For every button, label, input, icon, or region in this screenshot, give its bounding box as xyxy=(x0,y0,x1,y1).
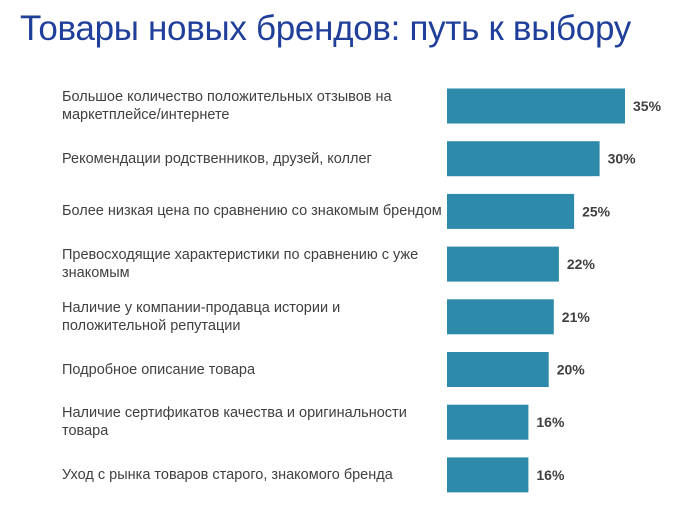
chart-title: Товары новых брендов: путь к выбору xyxy=(20,9,631,48)
category-label-6: Подробное описание товара xyxy=(62,361,256,378)
value-label-3: 25% xyxy=(582,203,611,219)
value-label-4: 22% xyxy=(567,256,596,272)
value-label-7: 16% xyxy=(536,414,565,430)
category-label-8: Уход с рынка товаров старого, знакомого … xyxy=(62,466,393,483)
bar-6 xyxy=(447,352,549,387)
bar-2 xyxy=(447,141,600,177)
category-label-2: Рекомендации родственников, друзей, колл… xyxy=(62,150,372,167)
category-label-3: Более низкая цена по сравнению со знаком… xyxy=(62,203,442,220)
bar-7 xyxy=(447,404,529,440)
bar-8 xyxy=(447,457,529,493)
value-label-8: 16% xyxy=(536,467,565,483)
value-label-1: 35% xyxy=(633,98,662,114)
category-label-4: Превосходящие характеристики по сравнени… xyxy=(62,247,419,282)
category-label-1: Большое количество положительных отзывов… xyxy=(62,89,392,123)
bar-4 xyxy=(447,246,559,282)
category-label-7: Наличие сертификатов качества и оригинал… xyxy=(62,405,407,440)
value-label-5: 21% xyxy=(562,309,591,325)
bar-1 xyxy=(447,88,625,124)
bar-5 xyxy=(447,299,554,335)
value-label-6: 20% xyxy=(557,362,586,378)
category-label-5: Наличие у компании-продавца истории и по… xyxy=(62,299,341,334)
value-label-2: 30% xyxy=(608,151,637,167)
bar-3 xyxy=(447,193,575,229)
